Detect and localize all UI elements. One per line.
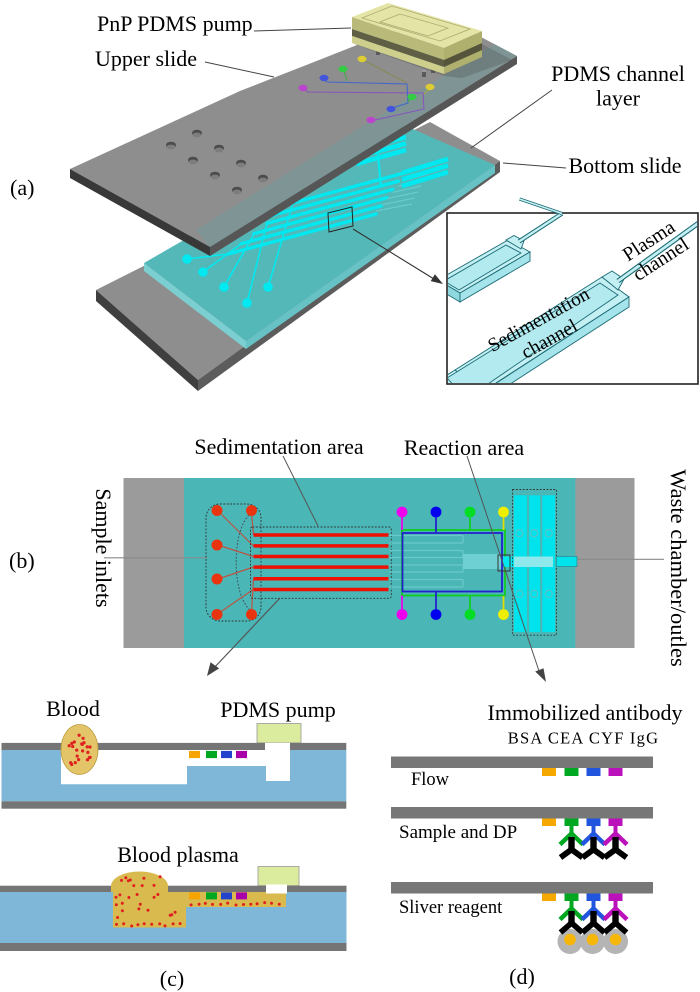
- svg-text:PDMS channel: PDMS channel: [551, 61, 685, 86]
- svg-text:(a): (a): [10, 175, 34, 200]
- svg-text:Sample inlets: Sample inlets: [91, 488, 116, 607]
- svg-text:Sample and DP: Sample and DP: [399, 822, 517, 843]
- svg-text:layer: layer: [596, 86, 641, 111]
- svg-text:Sliver reagent: Sliver reagent: [399, 898, 503, 918]
- svg-text:(b): (b): [9, 548, 35, 573]
- svg-text:PnP PDMS pump: PnP PDMS pump: [97, 11, 253, 36]
- svg-text:(c): (c): [160, 966, 184, 991]
- svg-text:Waste chamber/outles: Waste chamber/outles: [666, 469, 691, 667]
- svg-text:Bottom slide: Bottom slide: [569, 153, 682, 178]
- svg-text:Blood: Blood: [46, 696, 100, 721]
- svg-text:Sedimentation area: Sedimentation area: [194, 434, 363, 459]
- svg-text:Immobilized antibody: Immobilized antibody: [488, 700, 683, 725]
- svg-text:Blood plasma: Blood plasma: [117, 842, 239, 867]
- svg-text:Upper slide: Upper slide: [95, 46, 197, 71]
- svg-text:Reaction area: Reaction area: [404, 435, 525, 460]
- svg-text:PDMS pump: PDMS pump: [220, 697, 336, 722]
- svg-text:BSA CEA CYF IgG: BSA CEA CYF IgG: [508, 729, 659, 748]
- svg-text:(d): (d): [509, 964, 535, 989]
- svg-text:Flow: Flow: [411, 770, 450, 790]
